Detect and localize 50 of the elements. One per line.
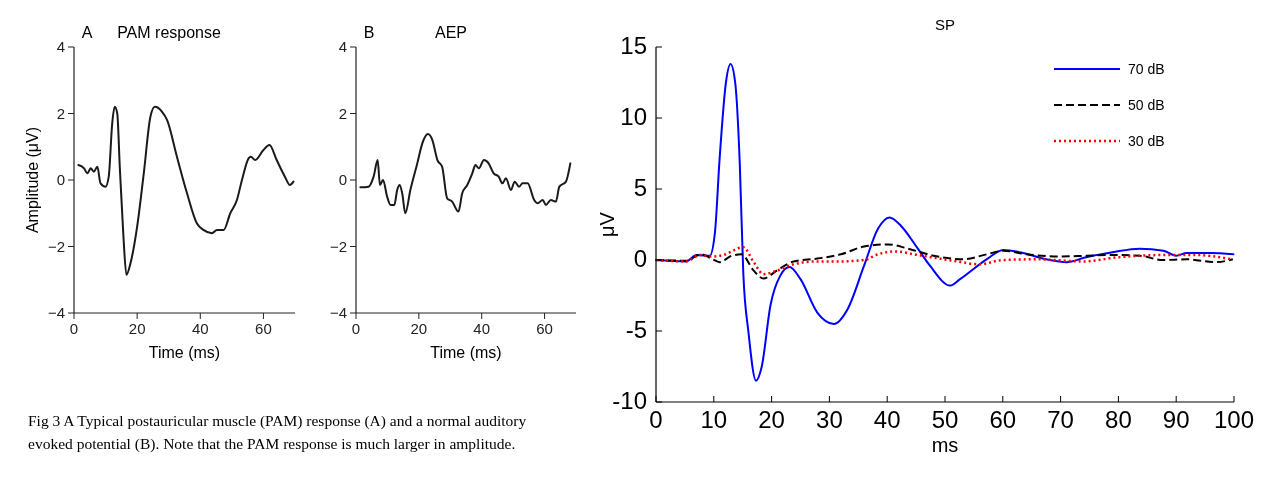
x-tick-label: 20	[758, 406, 785, 433]
x-tick-label: 90	[1162, 406, 1190, 433]
legend-label: 50 dB	[1128, 97, 1165, 113]
y-tick-label: 10	[620, 103, 647, 130]
x-tick-label: 40	[873, 406, 901, 433]
x-tick-label: 30	[816, 406, 843, 433]
x-tick-label: 70	[1047, 406, 1074, 433]
text: A	[81, 24, 93, 41]
x-tick-label: 40	[191, 320, 209, 337]
y-tick-label: 0	[633, 245, 647, 272]
y-tick-label: -5	[625, 316, 647, 343]
x-tick-label: 20	[128, 320, 146, 337]
x-axis-title: Time (ms)	[148, 344, 221, 361]
x-axis-title: ms	[931, 434, 959, 456]
legend-label: 30 dB	[1128, 133, 1165, 149]
x-tick-label: 60	[255, 320, 272, 337]
line-series	[77, 105, 295, 276]
caption: Fig 3 A Typical postauricular muscle (PAM) response (A) and a normal auditory evoked potential (B). Note that the PAM response is much larger in amplitude.	[28, 412, 527, 453]
y-axis-title: μV	[596, 211, 618, 237]
x-tick-label: 0	[351, 320, 361, 337]
x-axis-title: Time (ms)	[430, 344, 502, 361]
y-tick-label: 2	[338, 104, 347, 122]
line-series	[359, 133, 572, 215]
legend-label: 70 dB	[1128, 61, 1165, 77]
chart-title: SP	[934, 16, 956, 33]
x-tick-label: 60	[536, 320, 553, 337]
x-tick-label: 40	[473, 320, 491, 337]
y-tick-label: −4	[47, 304, 65, 322]
y-tick-label: 5	[633, 174, 647, 201]
y-tick-label: −2	[47, 237, 65, 255]
y-tick-label: -10	[612, 387, 647, 414]
y-tick-label: −2	[329, 237, 347, 255]
y-axis-title: Amplitude (μV)	[24, 126, 41, 234]
x-tick-label: 50	[931, 406, 959, 433]
x-tick-label: 20	[410, 320, 428, 337]
chart-title: PAM response	[117, 24, 221, 41]
y-tick-label: 0	[338, 171, 347, 189]
x-tick-label: 60	[989, 406, 1017, 433]
y-tick-label: 0	[56, 171, 65, 189]
y-tick-label: 4	[56, 38, 65, 56]
x-tick-label: 80	[1105, 406, 1132, 433]
y-tick-label: 4	[338, 38, 347, 56]
text: B	[363, 24, 375, 41]
y-tick-label: −4	[329, 304, 347, 322]
x-tick-label: 10	[700, 406, 728, 433]
y-tick-label: 15	[620, 32, 647, 59]
chart-title: AEP	[434, 24, 468, 41]
x-tick-label: 100	[1213, 406, 1255, 433]
y-tick-label: 2	[56, 104, 65, 122]
x-tick-label: 0	[69, 320, 79, 337]
